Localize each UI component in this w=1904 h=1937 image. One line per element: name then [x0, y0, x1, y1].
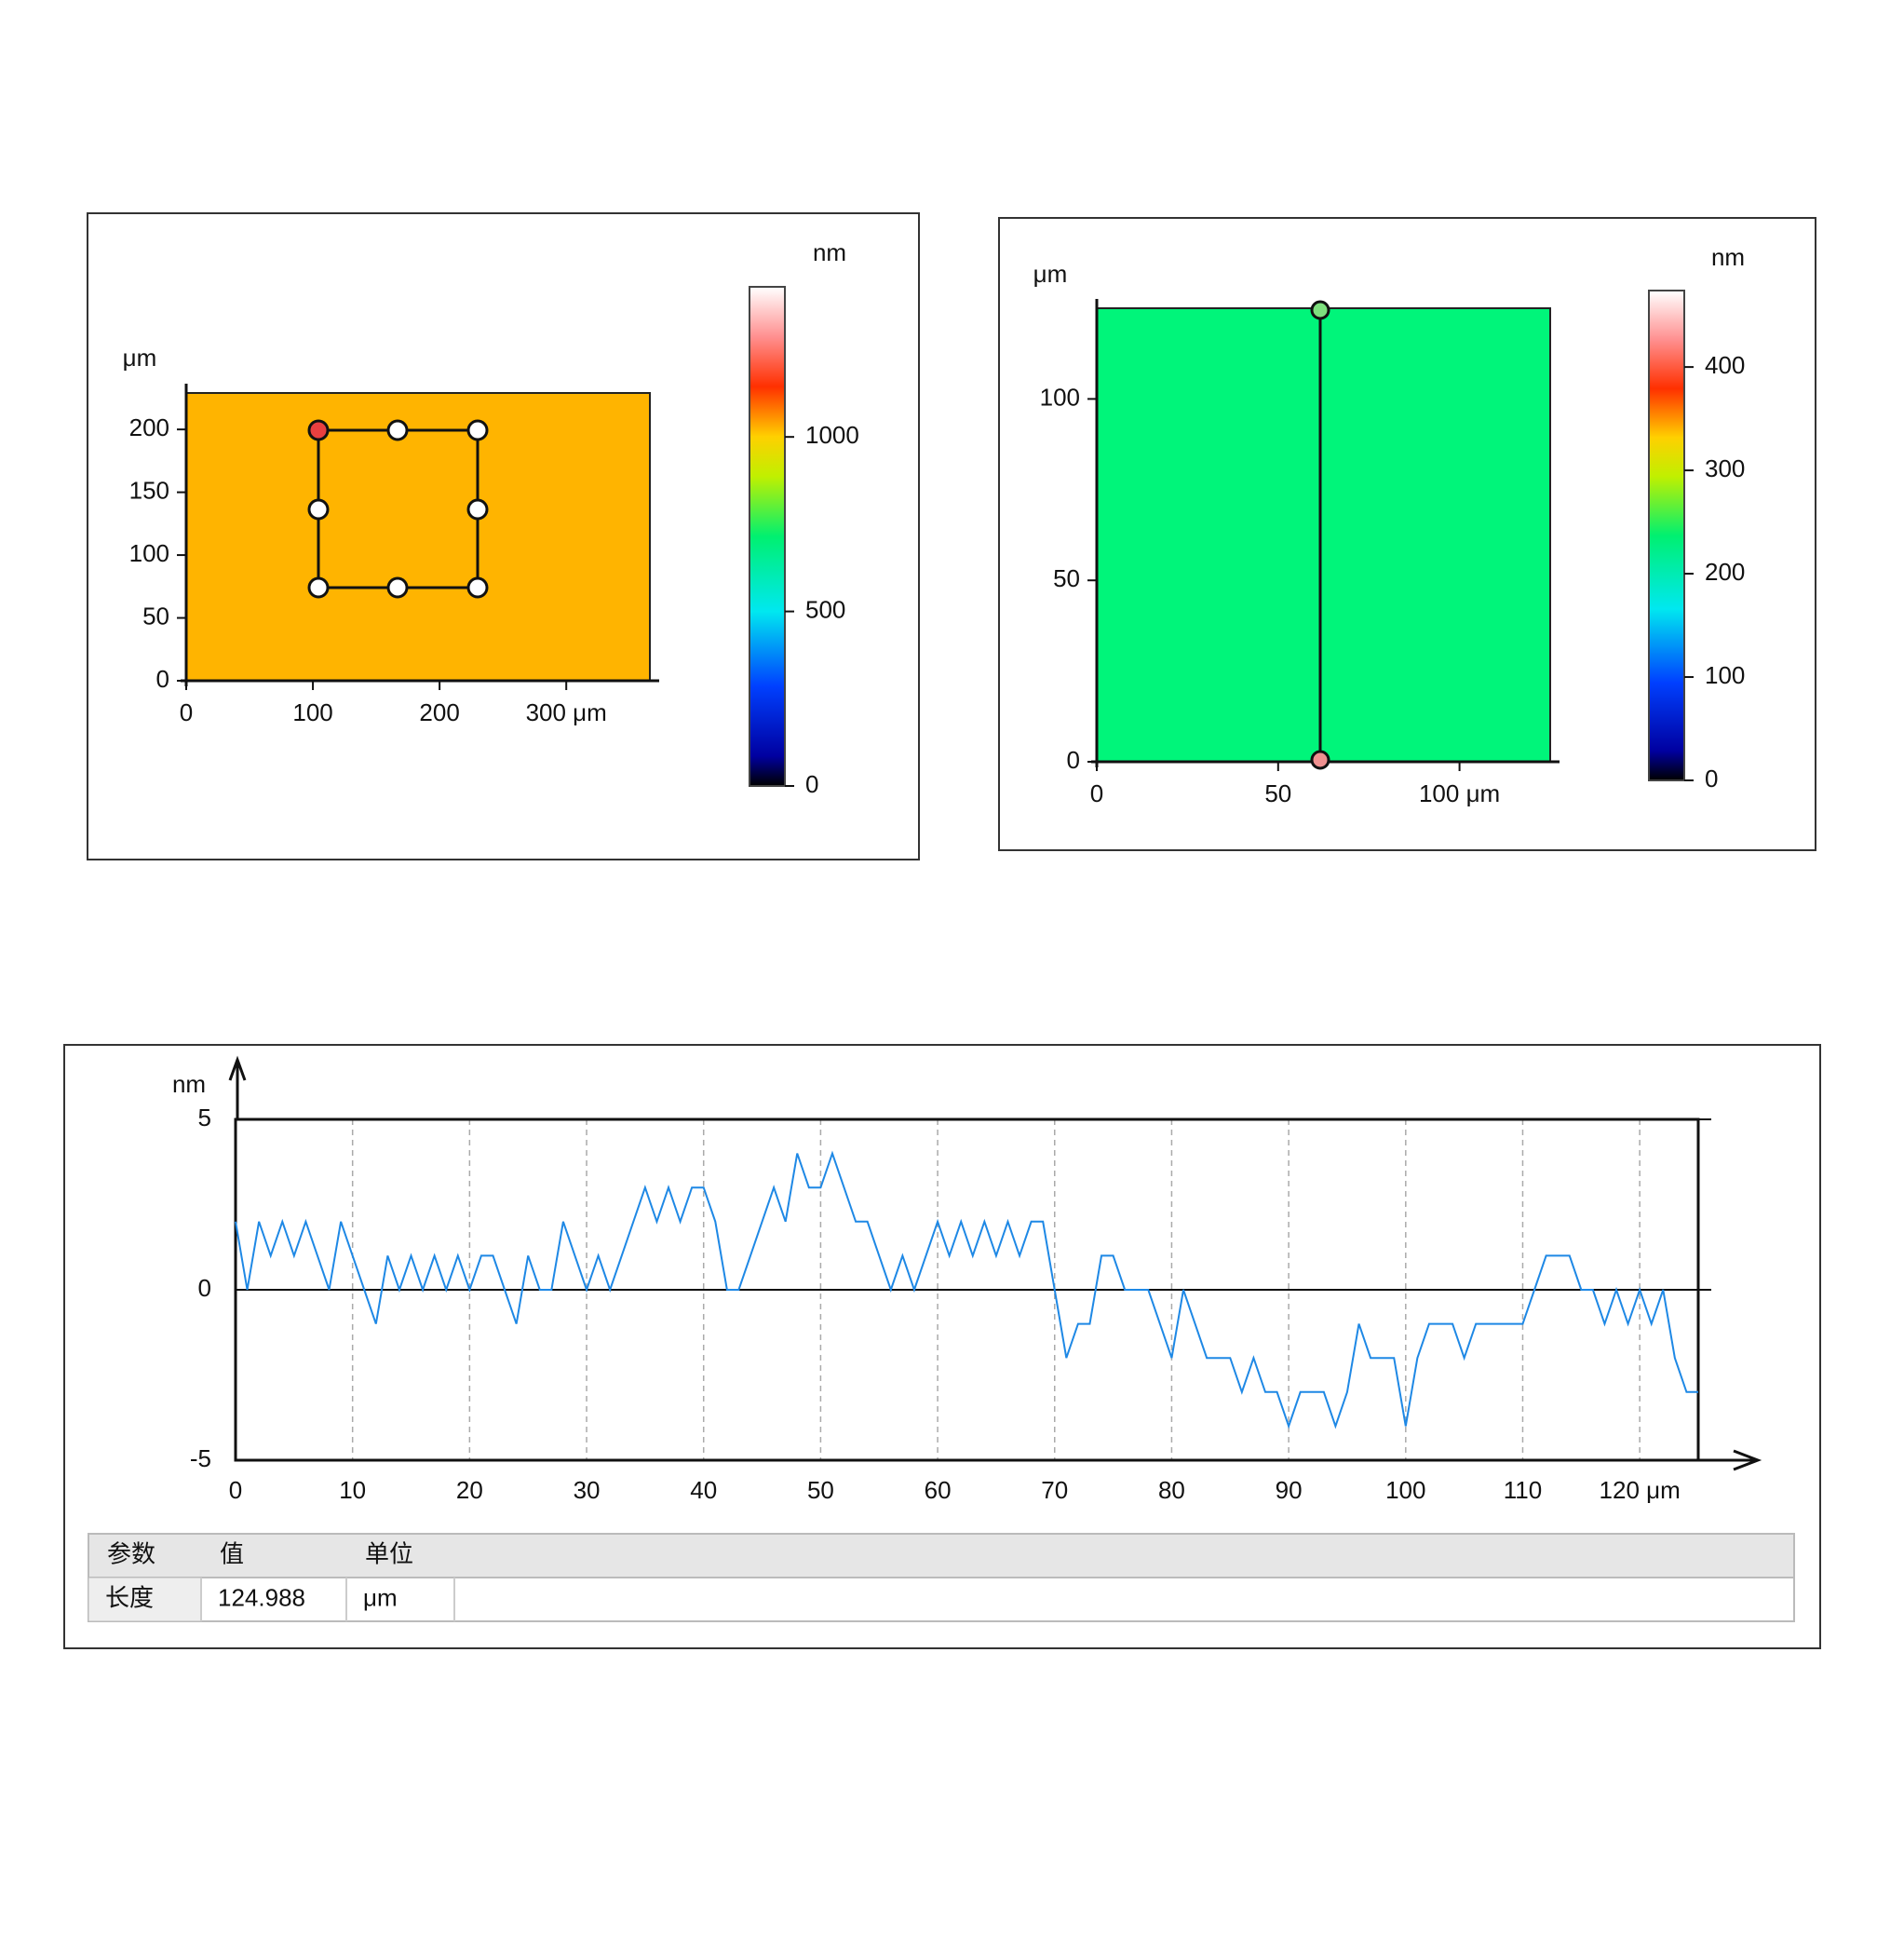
table-header-cell: 参数: [107, 1539, 155, 1567]
colorbar-tick-label: 400: [1705, 351, 1745, 379]
x-tick-label: 60: [925, 1476, 952, 1504]
plot-frame: [234, 1118, 1700, 1462]
height-map: [1096, 307, 1551, 763]
height-map: [185, 392, 651, 682]
colorbar-tick-label: 200: [1705, 558, 1745, 586]
x-tick-label: 100: [292, 698, 332, 726]
colorbar-tick-label: 300: [1705, 454, 1745, 482]
table-cell: 长度: [105, 1583, 154, 1611]
y-tick-label: 0: [156, 665, 169, 693]
y-axis-label: μm: [123, 344, 157, 372]
y-tick-label: 0: [1067, 746, 1080, 774]
colorbar-label: nm: [1711, 243, 1745, 271]
x-tick-label: 100 μm: [1419, 779, 1500, 807]
colorbar-tick-label: 0: [1705, 765, 1718, 792]
table-cell: 124.988: [218, 1583, 305, 1611]
y-tick-label: 50: [1053, 564, 1080, 592]
x-tick-label: 70: [1041, 1476, 1068, 1504]
y-tick-label: -5: [190, 1444, 211, 1472]
table-row-bg: [88, 1577, 1795, 1622]
x-tick-label: 50: [807, 1476, 834, 1504]
y-tick-label: 0: [198, 1274, 211, 1302]
y-tick-label: 50: [142, 602, 169, 630]
x-tick-label: 90: [1276, 1476, 1303, 1504]
x-tick-label: 0: [180, 698, 193, 726]
colorbar-tick-label: 1000: [805, 421, 859, 449]
x-tick-label: 20: [456, 1476, 483, 1504]
x-tick-label: 0: [229, 1476, 242, 1504]
x-tick-label: 200: [419, 698, 459, 726]
colorbar: [1648, 290, 1685, 781]
colorbar-label: nm: [813, 238, 846, 266]
y-axis-label: nm: [172, 1070, 206, 1098]
y-tick-label: 100: [129, 539, 169, 567]
table-header-bg: [88, 1533, 1795, 1578]
x-tick-label: 100: [1385, 1476, 1425, 1504]
y-tick-label: 100: [1040, 383, 1080, 411]
panel-frame: [63, 1044, 1821, 1649]
x-tick-label: 80: [1158, 1476, 1185, 1504]
x-tick-label: 300 μm: [526, 698, 607, 726]
x-tick-label: 120 μm: [1600, 1476, 1681, 1504]
y-tick-label: 200: [129, 413, 169, 441]
x-tick-label: 50: [1264, 779, 1291, 807]
colorbar-tick-label: 500: [805, 595, 845, 623]
profile-line-marker: [1310, 300, 1330, 770]
roi-rectangle: [307, 419, 489, 599]
colorbar-tick-label: 0: [805, 770, 818, 798]
profile-line: [235, 1150, 1698, 1429]
table-header-cell: 单位: [365, 1539, 413, 1567]
panel-frame: [87, 212, 920, 860]
table-header-cell: 值: [220, 1539, 244, 1567]
y-tick-label: 5: [198, 1104, 211, 1131]
colorbar-tick-label: 100: [1705, 661, 1745, 689]
x-tick-label: 40: [690, 1476, 717, 1504]
x-tick-label: 0: [1090, 779, 1103, 807]
x-tick-label: 30: [574, 1476, 601, 1504]
colorbar: [749, 286, 786, 787]
table-cell: μm: [363, 1583, 398, 1611]
y-tick-label: 150: [129, 476, 169, 504]
x-tick-label: 10: [339, 1476, 366, 1504]
panel-frame: [998, 217, 1816, 851]
y-axis-label: μm: [1033, 260, 1068, 288]
x-tick-label: 110: [1504, 1476, 1542, 1504]
axis-arrows: [228, 1055, 1762, 1471]
table-row-label-bg: [88, 1577, 202, 1622]
